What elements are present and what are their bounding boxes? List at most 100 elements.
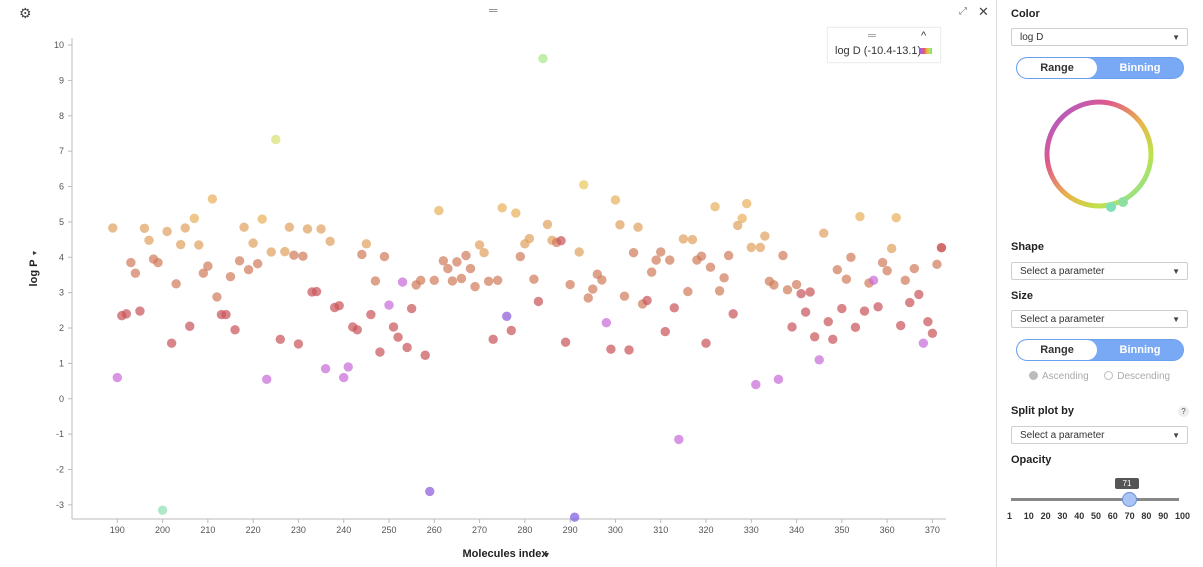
data-point[interactable] [660, 326, 670, 337]
shape-select[interactable]: Select a parameter ▼ [1011, 262, 1188, 280]
color-wheel-handle-end[interactable] [1118, 197, 1128, 207]
data-point[interactable] [506, 325, 516, 336]
gear-icon[interactable]: ⚙ [19, 5, 32, 21]
data-point[interactable] [284, 222, 295, 232]
data-point[interactable] [379, 251, 390, 262]
data-point[interactable] [393, 332, 403, 342]
data-point[interactable] [447, 276, 458, 286]
data-point[interactable] [474, 240, 485, 250]
data-point[interactable] [642, 295, 652, 306]
data-point[interactable] [212, 292, 222, 302]
data-point[interactable] [855, 211, 865, 222]
data-point[interactable] [339, 372, 349, 383]
data-point[interactable] [868, 275, 879, 285]
data-point[interactable] [896, 320, 906, 331]
data-point[interactable] [932, 259, 942, 270]
data-point[interactable] [877, 257, 888, 268]
data-point[interactable] [452, 257, 462, 267]
drag-handle-icon[interactable]: ═ [489, 3, 498, 17]
data-point[interactable] [737, 213, 747, 224]
ascending-radio[interactable] [1029, 371, 1038, 380]
data-point[interactable] [375, 347, 385, 357]
x-axis-label[interactable]: Molecules index [463, 548, 549, 560]
opacity-slider-handle[interactable] [1122, 492, 1137, 507]
data-point[interactable] [615, 220, 625, 230]
data-point[interactable] [909, 263, 920, 274]
data-point[interactable] [800, 307, 811, 317]
data-point[interactable] [569, 512, 580, 522]
data-point[interactable] [560, 337, 571, 347]
data-point[interactable] [846, 252, 856, 262]
data-point[interactable] [302, 224, 313, 234]
data-point[interactable] [601, 318, 612, 328]
data-point[interactable] [791, 279, 802, 290]
size-select[interactable]: Select a parameter ▼ [1011, 310, 1188, 328]
data-point[interactable] [198, 268, 209, 278]
data-point[interactable] [828, 334, 838, 345]
data-point[interactable] [139, 223, 150, 233]
data-point[interactable] [769, 280, 779, 290]
data-point[interactable] [366, 309, 376, 320]
data-point[interactable] [819, 228, 829, 238]
data-point[interactable] [588, 284, 598, 294]
data-point[interactable] [669, 303, 679, 313]
data-point[interactable] [900, 275, 910, 285]
data-point[interactable] [157, 505, 168, 515]
data-point[interactable] [732, 220, 743, 231]
data-point[interactable] [646, 267, 657, 277]
data-point[interactable] [121, 309, 132, 319]
data-point[interactable] [361, 239, 372, 249]
data-point[interactable] [624, 345, 634, 355]
data-point[interactable] [207, 194, 218, 204]
data-point[interactable] [438, 256, 449, 266]
data-point[interactable] [529, 274, 539, 284]
data-point[interactable] [320, 363, 331, 374]
color-range-option[interactable]: Range [1017, 58, 1097, 78]
data-point[interactable] [239, 222, 249, 232]
help-icon[interactable]: ? [1178, 406, 1189, 417]
data-point[interactable] [723, 250, 734, 261]
data-point[interactable] [565, 279, 575, 290]
data-point[interactable] [805, 287, 815, 297]
data-point[interactable] [112, 372, 122, 383]
data-point[interactable] [882, 266, 892, 276]
color-wheel[interactable] [1041, 96, 1161, 216]
data-point[interactable] [352, 325, 362, 335]
data-point[interactable] [606, 344, 616, 354]
data-point[interactable] [746, 242, 756, 253]
data-point[interactable] [311, 286, 322, 297]
data-point[interactable] [221, 309, 231, 320]
data-point[interactable] [927, 328, 938, 339]
data-point[interactable] [492, 275, 503, 285]
color-binning-option[interactable]: Binning [1119, 62, 1161, 74]
data-point[interactable] [135, 306, 145, 316]
data-point[interactable] [185, 321, 195, 331]
y-axis-dropdown-icon[interactable]: ▾ [30, 251, 39, 255]
data-point[interactable] [628, 247, 639, 258]
legend-drag-handle-icon[interactable]: ═ [868, 30, 876, 42]
data-point[interactable] [162, 226, 172, 237]
data-point[interactable] [271, 134, 281, 145]
data-point[interactable] [343, 362, 353, 372]
data-point[interactable] [130, 268, 141, 278]
data-point[interactable] [579, 180, 589, 190]
data-point[interactable] [796, 289, 806, 299]
data-point[interactable] [859, 306, 870, 316]
color-select[interactable]: log D ▼ [1011, 28, 1188, 46]
size-mode-toggle[interactable]: Range Binning [1016, 339, 1184, 361]
data-point[interactable] [633, 222, 643, 232]
color-mode-toggle[interactable]: Range Binning [1016, 57, 1184, 79]
data-point[interactable] [719, 273, 729, 283]
size-binning-option[interactable]: Binning [1119, 344, 1161, 356]
data-point[interactable] [905, 297, 915, 308]
data-point[interactable] [823, 316, 833, 327]
data-point[interactable] [742, 198, 752, 209]
data-point[interactable] [234, 256, 245, 266]
data-point[interactable] [710, 202, 720, 212]
data-point[interactable] [429, 275, 439, 285]
data-point[interactable] [384, 300, 394, 310]
data-point[interactable] [316, 224, 326, 234]
data-point[interactable] [175, 239, 186, 250]
data-point[interactable] [289, 250, 299, 260]
data-point[interactable] [406, 303, 417, 314]
